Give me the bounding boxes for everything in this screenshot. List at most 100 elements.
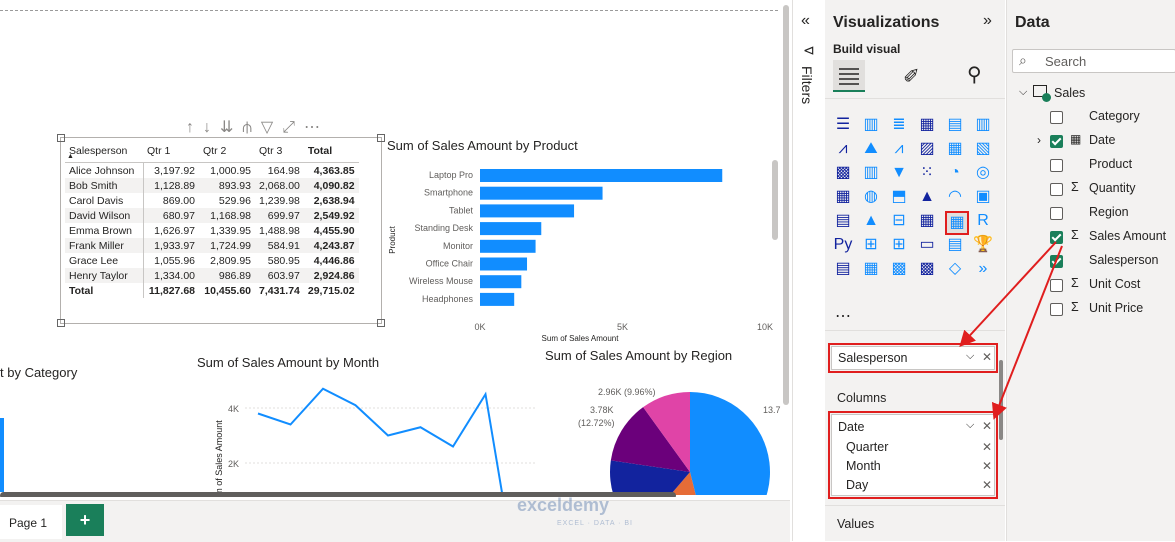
field-item[interactable]: Product [1007, 156, 1175, 176]
pie-chart-icon[interactable]: ◔ [950, 164, 960, 181]
line-chart-icon[interactable]: ⩘ [838, 140, 848, 157]
bar[interactable] [480, 204, 575, 218]
column-header[interactable]: Salesperson [65, 140, 143, 163]
column-header[interactable]: Qtr 2 [199, 140, 255, 163]
diamond-icon[interactable]: ◇ [948, 260, 962, 277]
filter-funnel-icon[interactable]: ▼ [891, 164, 907, 181]
field-checkbox[interactable] [1050, 159, 1063, 172]
add-page-button[interactable]: + [66, 504, 104, 536]
column-header[interactable]: Total [303, 140, 359, 163]
map-icon[interactable]: ◍ [864, 188, 878, 205]
bar[interactable] [480, 169, 723, 182]
power-automate-icon[interactable]: ▩ [891, 260, 907, 277]
field-checkbox[interactable] [1050, 207, 1063, 220]
field-item[interactable]: › ▦ Date [1007, 132, 1175, 152]
table-row[interactable]: Alice Johnson 3,197.92 1,000.95 164.98 4,363… [65, 162, 359, 178]
focus-mode-icon[interactable]: ⤢ [282, 119, 305, 136]
format-visual-icon[interactable]: ✐ [903, 66, 920, 88]
column-header[interactable]: Qtr 1 [143, 140, 199, 163]
gauge-icon[interactable]: ◠ [948, 188, 962, 205]
scatter-icon[interactable]: ⁙ [920, 164, 934, 181]
search-input[interactable]: Search [1045, 54, 1087, 69]
build-visual-tab[interactable] [833, 60, 865, 92]
table-row[interactable]: Henry Taylor 1,334.00 986.89 603.97 2,924.86 [65, 268, 359, 283]
pie-chart[interactable]: 2.96K (9.96%) 3.78K (12.72%) 13.7 [560, 375, 782, 495]
clustered-column-icon[interactable]: ▦ [919, 116, 935, 133]
line-chart[interactable]: 4K 2K m of Sales Amount [195, 378, 540, 497]
power-apps-icon[interactable]: ▦ [863, 260, 879, 277]
canvas-horizontal-scrollbar[interactable] [0, 492, 676, 497]
resize-handle[interactable] [377, 134, 385, 142]
more-visuals-icon[interactable]: ⋯ [835, 308, 851, 325]
matrix-visual[interactable]: Salesperson Qtr 1 Qtr 2 Qtr 3 Total Alic… [57, 134, 385, 327]
funnel-icon[interactable]: ▥ [863, 164, 879, 181]
canvas-vertical-scrollbar[interactable] [783, 5, 789, 405]
field-checkbox[interactable] [1050, 183, 1063, 196]
smart-narrative-icon[interactable]: ▩ [919, 260, 935, 277]
chevron-down-icon[interactable]: ⌵ [966, 419, 975, 431]
donut-icon[interactable]: ◎ [976, 164, 990, 181]
pie-slice[interactable] [690, 392, 770, 495]
table-visual-icon[interactable]: ▦ [919, 212, 935, 229]
table-row[interactable]: Bob Smith 1,128.89 893.93 2,068.00 4,090.82 [65, 178, 359, 193]
decomposition-tree-icon[interactable]: ⊞ [892, 236, 906, 253]
visualizations-pane[interactable]: Visualizations » Build visual ✐ ⚲ ☰ ▥ ≣ ▦ ▤ ▥… [825, 0, 1005, 541]
filled-map-icon[interactable]: ⬒ [891, 188, 907, 205]
clustered-bar-icon[interactable]: ≣ [892, 116, 906, 133]
bar[interactable] [480, 292, 515, 306]
field-item[interactable]: Region [1007, 204, 1175, 224]
card-icon[interactable]: ▣ [975, 188, 991, 205]
stacked-column-icon[interactable]: ▥ [863, 116, 879, 133]
pie-slice[interactable] [610, 460, 690, 495]
chevron-down-icon[interactable]: ⌵ [1019, 86, 1028, 98]
visual-scrollbar[interactable] [772, 160, 778, 240]
field-item[interactable]: Σ Sales Amount [1007, 228, 1175, 248]
multi-row-card-icon[interactable]: ▤ [835, 212, 851, 229]
more-options-icon[interactable]: ⋯ [304, 119, 330, 136]
100-column-icon[interactable]: ▥ [975, 116, 991, 133]
hierarchy-level[interactable]: Day [846, 478, 869, 492]
field-item[interactable]: Σ Quantity [1007, 180, 1175, 200]
field-item[interactable]: Σ Unit Cost [1007, 276, 1175, 296]
filters-label[interactable]: Filters [799, 66, 815, 105]
field-checkbox[interactable] [1050, 111, 1063, 124]
table-name[interactable]: Sales [1054, 86, 1086, 100]
filter-icon[interactable]: ▽ [260, 119, 283, 136]
line-stacked-icon[interactable]: ▩ [835, 164, 851, 181]
table-row[interactable]: David Wilson 680.97 1,168.98 699.97 2,549.92 [65, 208, 359, 223]
table-row[interactable]: Emma Brown 1,626.97 1,339.95 1,488.98 4,455.… [65, 223, 359, 238]
chevron-down-icon[interactable]: ⌵ [966, 350, 975, 362]
column-header[interactable]: Qtr 3 [255, 140, 304, 163]
expand-all-icon[interactable]: ⇊ [220, 119, 243, 136]
waterfall-icon[interactable]: ▦ [947, 140, 963, 157]
field-checkbox[interactable] [1050, 231, 1063, 244]
expand-level-icon[interactable]: ⫛ [242, 119, 261, 136]
chevron-right-icon[interactable]: › [1037, 133, 1041, 147]
remove-level-icon[interactable]: ✕ [982, 478, 993, 492]
qa-icon[interactable]: ▭ [919, 236, 935, 253]
narrative-icon[interactable]: ▤ [947, 236, 963, 253]
stacked-bar-icon[interactable]: ☰ [835, 116, 851, 133]
line-series[interactable] [257, 387, 504, 497]
field-item[interactable]: Σ Unit Price [1007, 300, 1175, 320]
search-box[interactable]: ⌕ Search [1012, 49, 1175, 73]
total-row[interactable]: Total 11,827.68 10,455.60 7,431.74 29,715.02 [65, 283, 359, 298]
resize-handle[interactable] [377, 319, 385, 327]
goals-icon[interactable]: 🏆 [973, 236, 993, 253]
bar[interactable] [480, 239, 536, 253]
bar[interactable] [480, 222, 542, 236]
python-visual-icon[interactable]: Py [833, 236, 853, 253]
slicer-icon[interactable]: ⊟ [892, 212, 906, 229]
analytics-icon[interactable]: ⚲ [967, 64, 982, 86]
rows-field-well[interactable]: Salesperson ⌵ ✕ [831, 346, 995, 370]
drill-up-icon[interactable]: ↑ [186, 119, 203, 136]
remove-level-icon[interactable]: ✕ [982, 440, 993, 454]
report-canvas[interactable]: ↑↓⇊⫛▽⤢⋯ Salesperson Qtr 1 Qtr 2 Qtr 3 To… [0, 0, 790, 497]
remove-level-icon[interactable]: ✕ [982, 459, 993, 473]
resize-handle[interactable] [57, 134, 65, 142]
stacked-area-icon[interactable]: ⩘ [894, 140, 904, 157]
collapse-icon[interactable]: « [801, 12, 810, 29]
100-bar-icon[interactable]: ▤ [947, 116, 963, 133]
remove-field-icon[interactable]: ✕ [982, 350, 993, 364]
bar[interactable] [480, 186, 603, 200]
